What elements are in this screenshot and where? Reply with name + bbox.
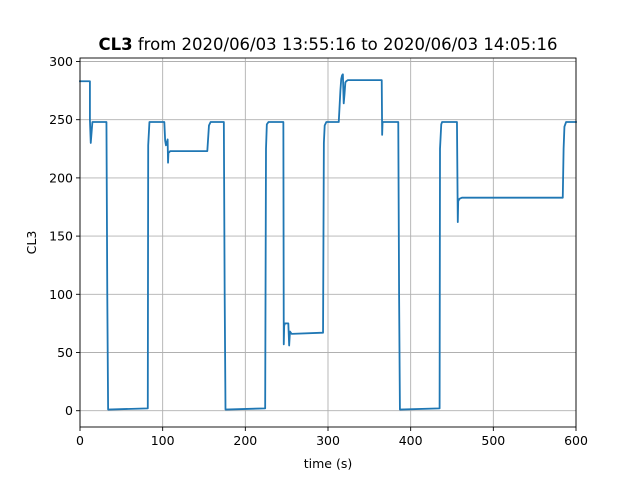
y-tick-label: 200 xyxy=(49,170,73,185)
x-axis-label: time (s) xyxy=(304,456,352,471)
axis-ticks: 0 100 200 300 400 500 600 0 50 100 150 200 250 300 xyxy=(49,54,588,448)
x-tick-label: 0 xyxy=(76,433,84,448)
chart-title-bold: CL3 xyxy=(99,35,133,54)
x-tick-label: 300 xyxy=(316,433,340,448)
chart-title-rest: from 2020/06/03 13:55:16 to 2020/06/03 1… xyxy=(133,35,558,54)
y-tick-label: 0 xyxy=(65,403,73,418)
y-tick-label: 50 xyxy=(57,345,73,360)
chart-title: CL3 from 2020/06/03 13:55:16 to 2020/06/… xyxy=(99,35,558,54)
x-tick-label: 600 xyxy=(564,433,588,448)
y-axis-label: CL3 xyxy=(24,231,39,255)
y-tick-label: 100 xyxy=(49,287,73,302)
x-tick-label: 500 xyxy=(481,433,505,448)
x-tick-label: 200 xyxy=(233,433,257,448)
series-layer xyxy=(79,73,577,411)
y-tick-label: 300 xyxy=(49,54,73,69)
y-tick-label: 250 xyxy=(49,112,73,127)
x-tick-label: 400 xyxy=(399,433,423,448)
series-line-1 xyxy=(79,73,577,411)
y-tick-label: 150 xyxy=(49,229,73,244)
x-tick-label: 100 xyxy=(151,433,175,448)
